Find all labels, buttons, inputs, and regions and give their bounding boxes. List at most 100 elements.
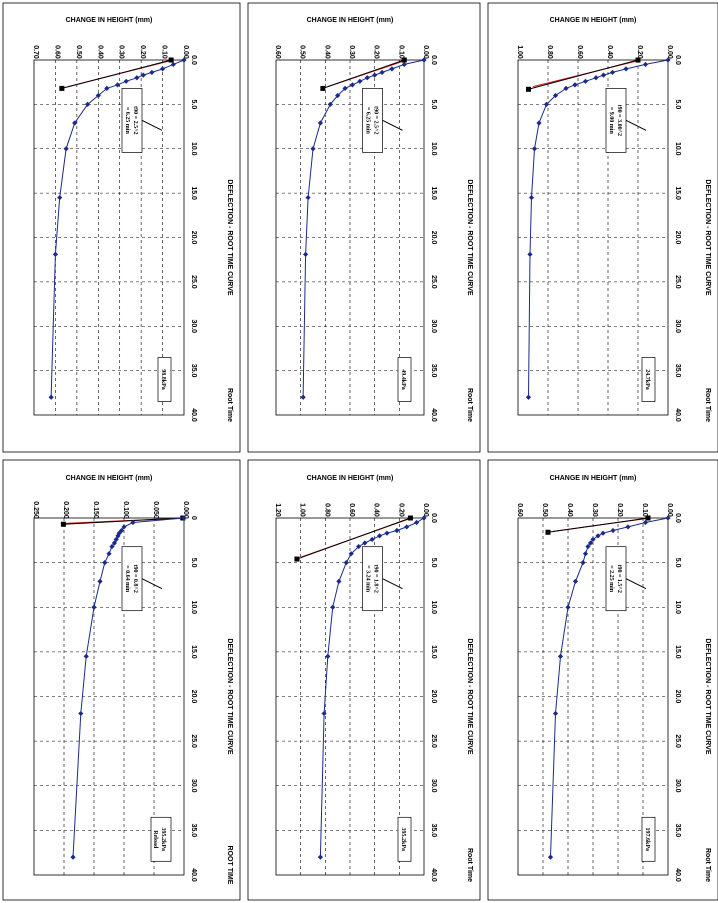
- annotation-line-1: t90 = 3.00^2: [616, 105, 622, 136]
- chart-panel-2: 0.0 5.0 10.0 15.0 20.0 25.0 30.0 35.0 40.0 0.00 0.…: [247, 2, 481, 453]
- fit-line-black: [296, 517, 411, 560]
- fit-line-black: [61, 59, 172, 89]
- data-point: [582, 551, 589, 557]
- x-tick-label: 40.0: [674, 408, 681, 422]
- x-tick-label: 25.0: [674, 734, 681, 748]
- pressure-box: [641, 357, 656, 402]
- x-axis-title: Root Time: [226, 388, 233, 422]
- pressure-box: [397, 357, 412, 402]
- data-point: [572, 82, 578, 88]
- x-tick-label: 10.0: [674, 142, 681, 156]
- x-axis-title: ROOT TIME: [226, 846, 233, 885]
- data-point: [113, 536, 119, 543]
- data-point: [70, 854, 76, 860]
- data-point: [642, 61, 649, 68]
- fit-end-marker: [545, 529, 551, 535]
- chart-title: DEFLECTION - ROOT TIME CURVE: [704, 179, 711, 295]
- data-point: [582, 78, 589, 84]
- chart-title: DEFLECTION - ROOT TIME CURVE: [466, 638, 473, 754]
- annotation-line-2: = 3.24 min: [365, 565, 371, 593]
- y-axis-title: CHANGE IN HEIGHT (mm): [550, 475, 637, 482]
- data-point: [642, 519, 649, 526]
- chart-border: [247, 459, 481, 901]
- data-point: [123, 78, 129, 84]
- x-tick-label: 20.0: [674, 231, 681, 245]
- annotation-line-1: t90 = 2.5^2: [373, 106, 379, 134]
- x-tick-label: 0: [190, 516, 197, 520]
- x-tick-label: 15.0: [190, 645, 197, 659]
- data-point: [401, 61, 407, 68]
- data-point: [525, 394, 532, 400]
- pressure-box: [641, 816, 656, 862]
- fit-start-marker: [168, 57, 174, 63]
- chart-title: DEFLECTION - ROOT TIME CURVE: [226, 179, 233, 295]
- data-point: [325, 653, 331, 659]
- y-tick-label: 0.250: [32, 501, 39, 519]
- data-point: [531, 146, 538, 152]
- y-tick-label: 0.00: [666, 503, 673, 517]
- x-tick-label: 10.0: [430, 600, 437, 614]
- chart-panel-1: 0.0 5.0 10.0 15.0 20.0 25.0 30.0 35.0 40.0 0.00 0.…: [487, 2, 718, 453]
- data-point: [543, 101, 550, 107]
- x-tick-label: 40.0: [190, 408, 197, 422]
- x-tick-label: 15.0: [674, 645, 681, 659]
- data-point: [114, 82, 121, 88]
- data-point: [321, 710, 327, 717]
- chart-panel-5: 0.0 5.0 10.0 15.0 20.0 25.0 30.0 35.0 40.0 0.00 0.…: [247, 459, 481, 901]
- data-point: [356, 543, 362, 550]
- x-axis-title: Root Time: [704, 848, 711, 882]
- y-tick-label: 0.80: [323, 503, 330, 517]
- y-axis-title: CHANGE IN HEIGHT (mm): [307, 475, 394, 482]
- data-point: [327, 101, 333, 107]
- data-point: [102, 560, 108, 566]
- data-point: [48, 394, 54, 400]
- y-tick-label: 0.30: [348, 45, 355, 59]
- data-point: [384, 530, 390, 536]
- y-tick-label: 0.60: [274, 45, 281, 59]
- data-point: [563, 85, 569, 91]
- y-tick-label: 0.50: [299, 45, 306, 59]
- series-line: [550, 517, 669, 858]
- pressure-text: 49.4kPa: [400, 369, 406, 390]
- data-point: [104, 85, 110, 91]
- series-line: [319, 517, 425, 858]
- annotation-t90: t90 = 1.8^2= 3.24 min: [362, 546, 403, 612]
- y-tick-label: 0.40: [373, 503, 380, 517]
- data-point: [57, 194, 63, 201]
- data-point: [72, 120, 78, 126]
- data-point: [528, 194, 535, 201]
- chart-panel-6: 0 5.0 10.0 15.0 20.0 25.0 30.0 35.0 40.0 0.000 0.0…: [2, 459, 241, 901]
- y-tick-label: 0.60: [348, 503, 355, 517]
- y-tick-label: 0.000: [182, 501, 189, 519]
- annotation-line-2: = 6.25 min: [124, 107, 130, 135]
- data-point: [593, 75, 599, 81]
- x-tick-label: 15.0: [674, 186, 681, 200]
- series-line: [50, 59, 185, 398]
- pressure-box: [397, 816, 412, 862]
- annotation-line-1: t90 = 1.8^2: [373, 564, 379, 592]
- pressure-text: 197.6kPa: [644, 828, 650, 852]
- data-point: [379, 69, 385, 76]
- x-tick-label: 10.0: [430, 142, 437, 156]
- x-tick-label: 0.0: [430, 513, 437, 523]
- data-point: [389, 66, 395, 72]
- data-point: [357, 78, 363, 84]
- data-point: [536, 120, 542, 126]
- x-tick-label: 15.0: [190, 186, 197, 200]
- chart-border: [487, 2, 718, 453]
- data-point: [95, 92, 101, 99]
- data-point: [552, 710, 559, 717]
- y-tick-label: 0.40: [96, 45, 103, 59]
- data-point: [369, 536, 375, 543]
- fit-end-marker: [320, 85, 326, 91]
- data-point: [336, 578, 342, 584]
- y-tick-label: 0.00: [182, 45, 189, 59]
- x-tick-label: 5.0: [430, 100, 437, 110]
- x-tick-label: 40.0: [674, 868, 681, 882]
- x-tick-label: 25.0: [190, 275, 197, 289]
- data-point: [317, 854, 323, 860]
- y-axis-title: CHANGE IN HEIGHT (mm): [66, 17, 153, 24]
- y-tick-label: 0.40: [566, 503, 573, 517]
